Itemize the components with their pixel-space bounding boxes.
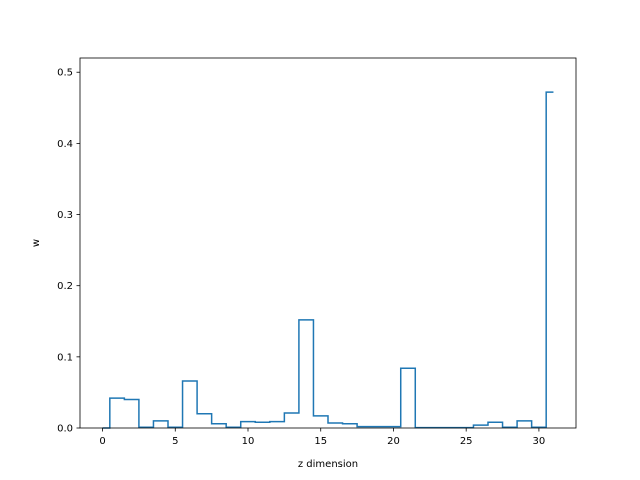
axes-layer: 0 5 10 15 20 25 30 0.0 0.1 0.2 0.3 0.4 0.5 (57, 68, 545, 447)
series-layer (102, 91, 554, 429)
y-tick-label: 0.2 (57, 281, 73, 292)
x-tick-label: 20 (387, 436, 400, 447)
x-tick-label: 30 (533, 436, 546, 447)
y-tick-label: 0.1 (57, 352, 73, 363)
series-step-line (102, 91, 554, 429)
y-tick-label: 0.4 (57, 139, 73, 150)
x-tick-label: 0 (99, 436, 105, 447)
plot-area (80, 58, 576, 428)
y-tick-label: 0.5 (57, 68, 73, 79)
x-tick-label: 5 (172, 436, 178, 447)
y-tick-label: 0.0 (57, 424, 73, 435)
x-tick-label: 25 (460, 436, 473, 447)
x-tick-label: 15 (314, 436, 327, 447)
x-tick-label: 10 (242, 436, 255, 447)
y-axis-label: w (31, 239, 42, 247)
plot-frame (79, 57, 577, 429)
y-tick-label: 0.3 (57, 210, 73, 221)
x-axis-label: z dimension (298, 459, 358, 470)
